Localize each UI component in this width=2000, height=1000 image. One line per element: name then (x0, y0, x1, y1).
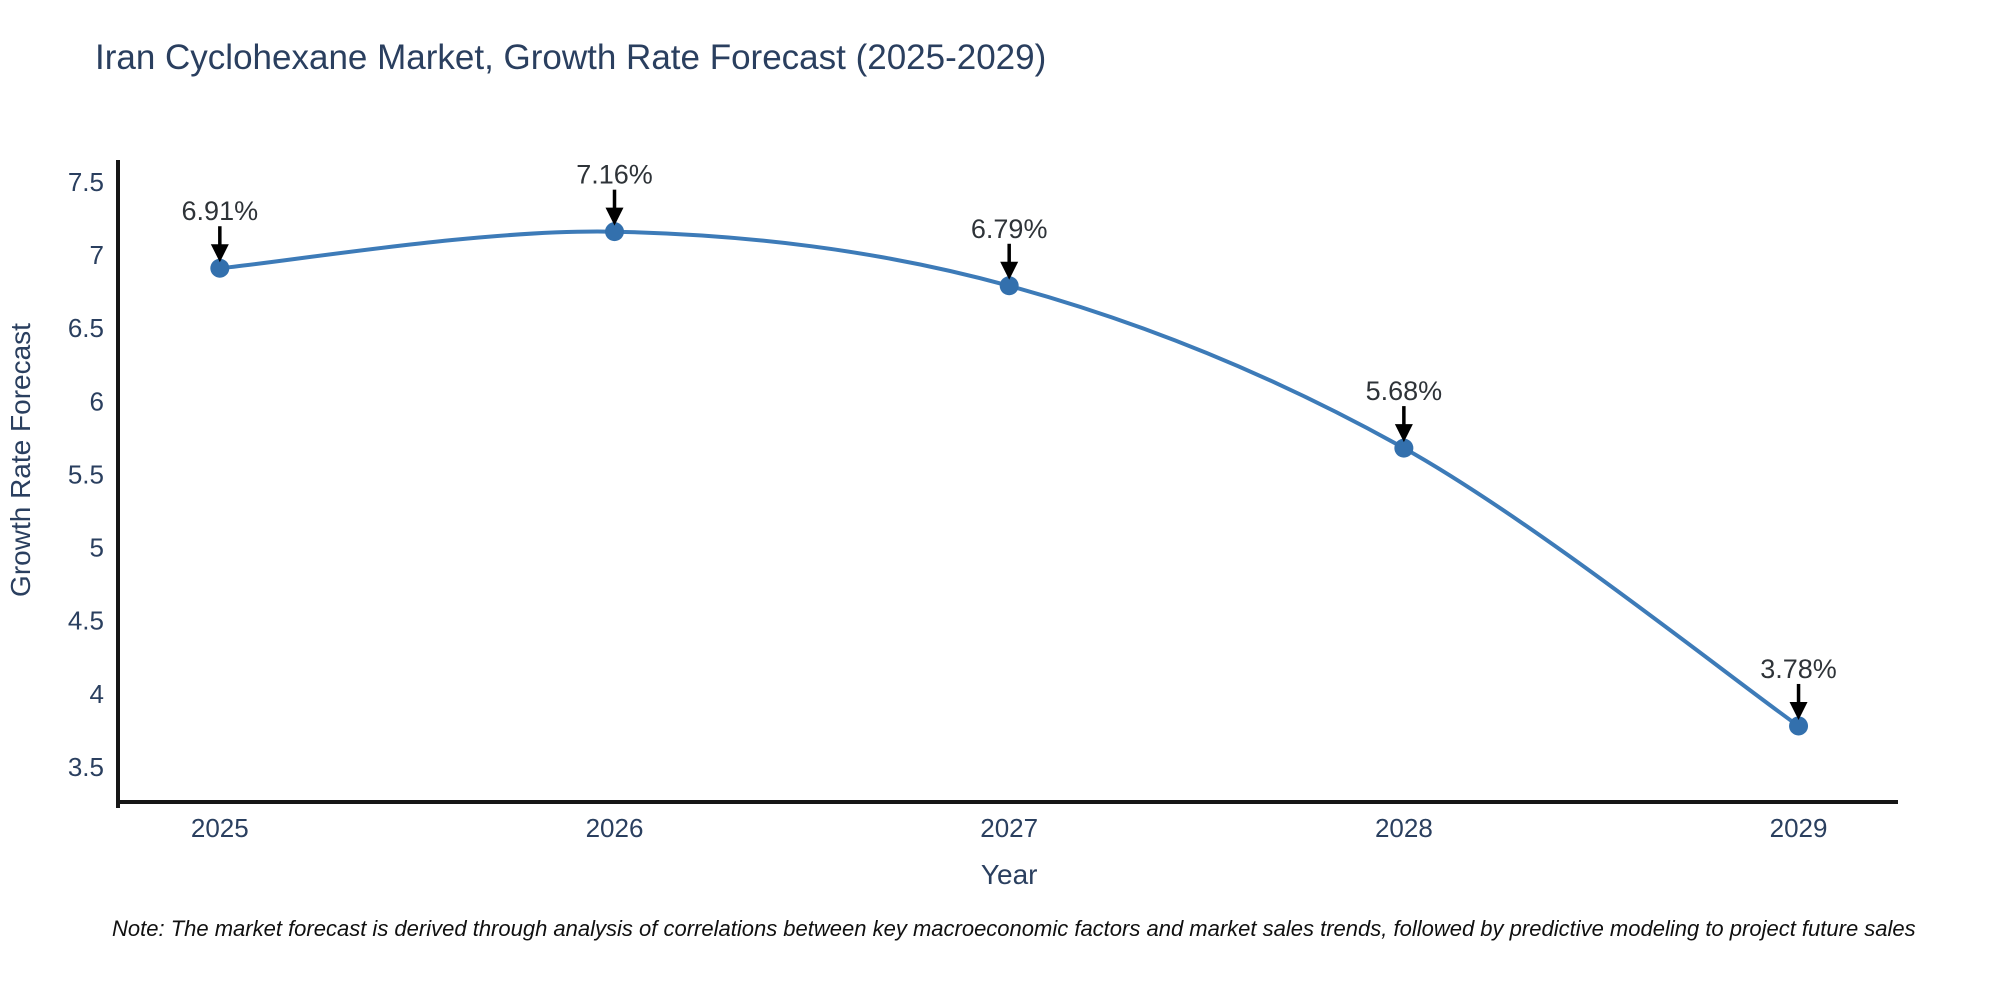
annotation-label: 7.16% (576, 160, 653, 190)
data-point-marker (1394, 438, 1414, 458)
data-point-marker (605, 222, 625, 242)
annotation-arrow-head (210, 244, 229, 263)
annotation-label: 3.78% (1760, 654, 1837, 684)
x-tick-label: 2028 (1375, 813, 1433, 843)
x-tick-label: 2025 (191, 813, 249, 843)
annotation-label: 5.68% (1366, 376, 1443, 406)
x-axis-title: Year (981, 859, 1038, 890)
series-line (217, 229, 1801, 728)
data-point-marker (1789, 716, 1809, 736)
x-tick-label: 2026 (586, 813, 644, 843)
annotation-arrow-head (1000, 261, 1019, 280)
y-tick-label: 5.5 (68, 459, 104, 489)
x-tick-label: 2027 (980, 813, 1038, 843)
y-tick-label: 4.5 (68, 606, 104, 636)
annotation-arrow-head (1394, 424, 1413, 443)
y-tick-label: 5 (90, 533, 104, 563)
y-tick-label: 3.5 (68, 752, 104, 782)
y-axis-title: Growth Rate Forecast (5, 323, 36, 597)
y-tick-label: 6.5 (68, 313, 104, 343)
annotation-label: 6.79% (971, 214, 1048, 244)
chart-title: Iran Cyclohexane Market, Growth Rate For… (95, 38, 1047, 77)
data-point-marker (999, 276, 1019, 296)
annotation-arrow-head (1789, 701, 1808, 720)
y-tick-label: 7 (90, 240, 104, 270)
annotation-arrow-head (605, 207, 624, 226)
y-tick-label: 4 (90, 679, 104, 709)
y-tick-label: 6 (90, 386, 104, 416)
footnote: Note: The market forecast is derived thr… (112, 916, 1916, 941)
annotation-label: 6.91% (182, 196, 259, 226)
data-point-marker (210, 258, 230, 278)
x-tick-label: 2029 (1770, 813, 1828, 843)
y-tick-label: 7.5 (68, 167, 104, 197)
